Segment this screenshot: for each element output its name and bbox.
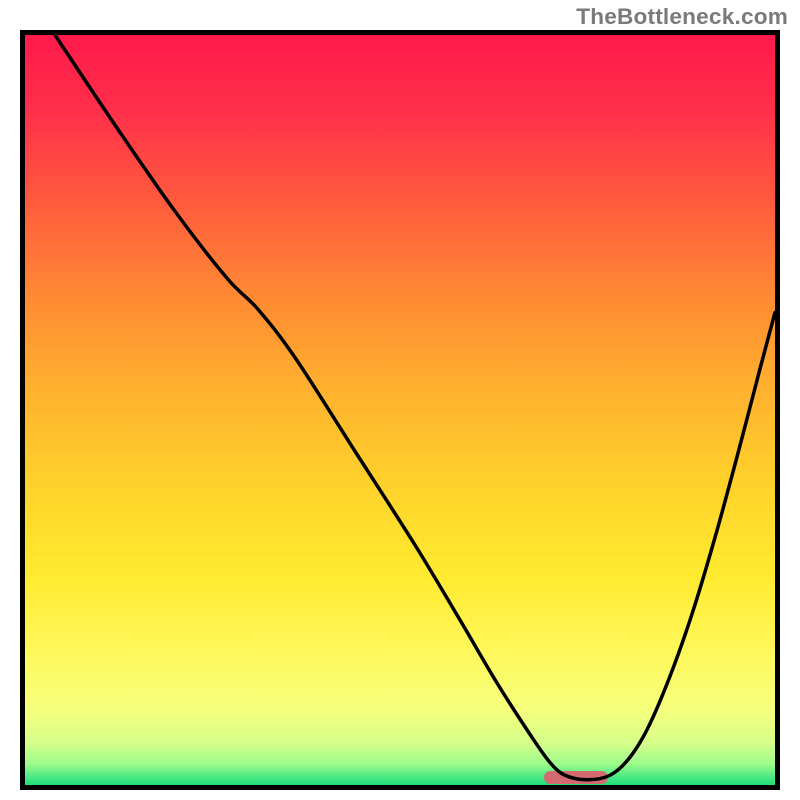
- watermark-text: TheBottleneck.com: [576, 4, 788, 30]
- figure-root: TheBottleneck.com: [0, 0, 800, 800]
- plot-area: [20, 30, 780, 790]
- bottleneck-curve: [25, 35, 775, 785]
- curve-path: [55, 35, 775, 780]
